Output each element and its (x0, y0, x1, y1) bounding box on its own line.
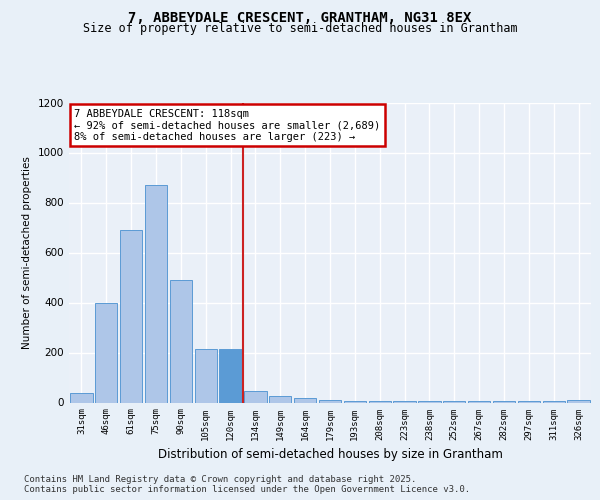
Bar (145, 185, 167, 402)
Bar (344, 401, 366, 402)
X-axis label: Distribution of semi-detached houses by size in Grantham: Distribution of semi-detached houses by … (158, 448, 502, 461)
Bar (493, 401, 515, 402)
Bar (542, 401, 565, 402)
Bar (269, 396, 292, 402)
Y-axis label: Number of semi-detached properties: Number of semi-detached properties (22, 156, 32, 349)
Bar (418, 401, 440, 402)
Text: Contains HM Land Registry data © Crown copyright and database right 2025.: Contains HM Land Registry data © Crown c… (24, 474, 416, 484)
Bar (244, 391, 266, 402)
Bar (518, 401, 540, 402)
Bar (120, 230, 142, 402)
Bar (368, 401, 391, 402)
Bar (220, 349, 242, 403)
Bar (394, 401, 416, 402)
Text: Contains public sector information licensed under the Open Government Licence v3: Contains public sector information licen… (24, 484, 470, 494)
Bar (194, 349, 217, 403)
Text: 7 ABBEYDALE CRESCENT: 118sqm
← 92% of semi-detached houses are smaller (2,689)
8: 7 ABBEYDALE CRESCENT: 118sqm ← 92% of se… (74, 108, 380, 142)
Bar (294, 398, 316, 402)
Bar (568, 400, 590, 402)
Bar (468, 401, 490, 402)
Text: 7, ABBEYDALE CRESCENT, GRANTHAM, NG31 8EX: 7, ABBEYDALE CRESCENT, GRANTHAM, NG31 8E… (128, 10, 472, 24)
Text: Size of property relative to semi-detached houses in Grantham: Size of property relative to semi-detach… (83, 22, 517, 35)
Bar (319, 400, 341, 402)
Bar (170, 280, 192, 402)
Bar (443, 401, 466, 402)
Bar (70, 392, 92, 402)
Bar (95, 302, 118, 402)
